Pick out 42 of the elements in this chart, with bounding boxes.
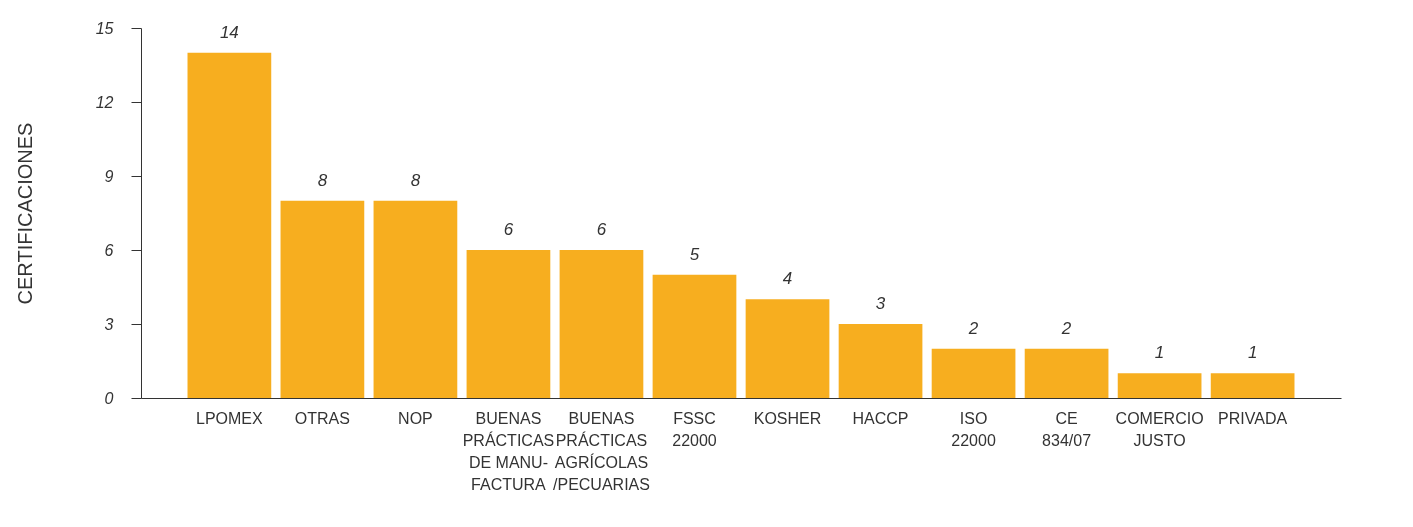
data-label: 5 xyxy=(689,244,700,264)
bar xyxy=(373,200,458,398)
x-tick-label: CE 834/07 xyxy=(1042,409,1092,449)
x-tick-label: PRIVADA xyxy=(1218,409,1288,427)
y-tick-label: 3 xyxy=(104,315,114,333)
x-tick-label: BUENAS PRÁCTICAS AGRÍCOLAS /PECUARIAS xyxy=(553,409,650,493)
bar xyxy=(745,299,830,398)
bar xyxy=(931,348,1016,398)
x-tick-label: NOP xyxy=(398,409,433,427)
bar xyxy=(559,250,644,398)
data-label: 2 xyxy=(967,318,979,338)
y-tick-label: 6 xyxy=(104,241,114,259)
data-label: 3 xyxy=(875,294,886,313)
x-tick-label: OTRAS xyxy=(294,409,350,427)
x-tick-label: LPOMEX xyxy=(196,409,264,427)
bar xyxy=(466,250,551,398)
y-tick-label: 9 xyxy=(104,167,114,185)
data-label: 4 xyxy=(782,269,793,289)
bar xyxy=(652,274,737,398)
x-tick-label: HACCP xyxy=(852,409,909,427)
data-label: 1 xyxy=(1247,343,1258,363)
bar xyxy=(280,200,365,398)
data-label: 8 xyxy=(410,170,421,190)
y-axis-title: CERTIFICACIONES xyxy=(13,122,36,305)
bar xyxy=(1117,373,1202,398)
y-tick-label: 12 xyxy=(95,93,114,111)
data-label: 6 xyxy=(503,220,514,239)
bar xyxy=(838,324,923,398)
data-label: 14 xyxy=(219,22,239,42)
bar xyxy=(1024,348,1109,398)
x-tick-label: ISO 22000 xyxy=(951,409,996,449)
y-tick-label: 0 xyxy=(104,389,114,407)
data-label: 1 xyxy=(1154,343,1165,363)
data-label: 2 xyxy=(1060,318,1072,338)
data-label: 6 xyxy=(596,220,607,239)
x-tick-label: KOSHER xyxy=(753,409,822,427)
bar xyxy=(187,52,272,398)
data-label: 8 xyxy=(317,170,328,190)
x-tick-label: COMERCIO JUSTO xyxy=(1115,409,1204,449)
y-tick-label: 15 xyxy=(95,19,114,37)
bar xyxy=(1210,373,1295,398)
x-tick-label: FSSC 22000 xyxy=(672,409,717,449)
